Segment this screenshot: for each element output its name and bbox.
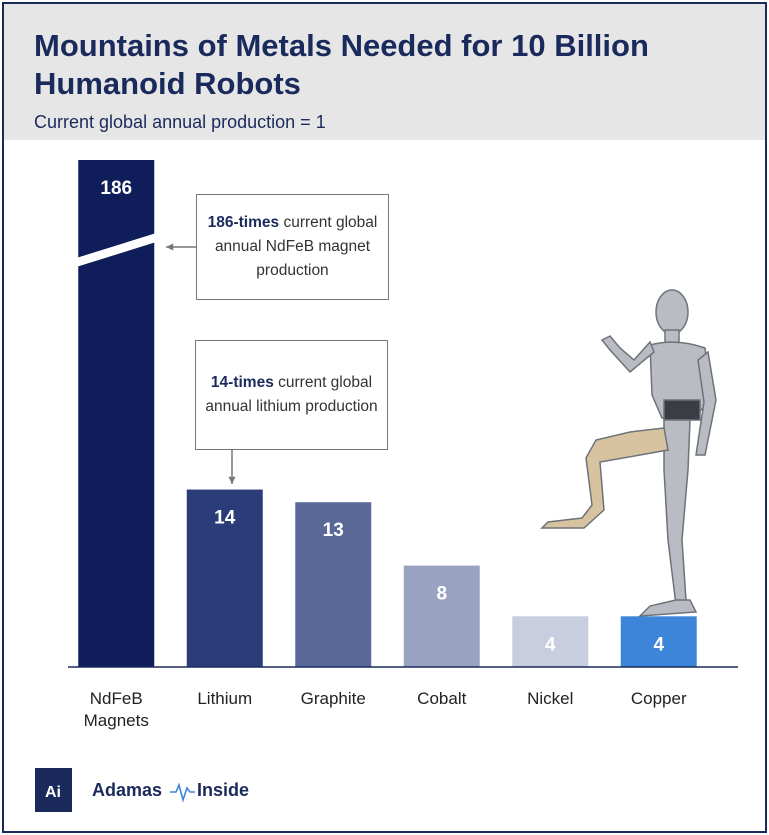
- overlay: 186 14 13 8 4 4: [68, 178, 738, 668]
- x-tick-label: NdFeB Magnets: [83, 689, 149, 730]
- logo-mark: [35, 768, 72, 812]
- arrow-head: [166, 243, 174, 251]
- annotation: 14-times current global annual lithium p…: [195, 340, 388, 450]
- value-label: 8: [436, 584, 447, 605]
- annotation-text: 14-times current global annual lithium p…: [204, 371, 379, 419]
- bar: [295, 502, 372, 667]
- value-label: 13: [323, 520, 344, 541]
- annotation-rest: current global annual lithium production: [205, 374, 378, 415]
- chart-title: Humanoid Robots: [34, 66, 301, 101]
- axis-break: [76, 233, 157, 267]
- bar: [620, 616, 697, 667]
- x-tick-label: Copper: [630, 689, 687, 708]
- value-label: 186: [100, 178, 132, 199]
- header-band: [4, 4, 765, 140]
- value-label: 4: [545, 634, 556, 655]
- x-tick-label: Nickel: [527, 689, 574, 708]
- annotation-text: 186-times current global annual NdFeB ma…: [205, 211, 380, 283]
- logo-mark-text: Ai: [45, 784, 61, 801]
- chart-title: Mountains of Metals Needed for 10 Billio…: [34, 28, 649, 63]
- annotation-rest: current global annual NdFeB magnet produ…: [214, 214, 378, 279]
- annotation-bold: 186-times: [207, 214, 280, 231]
- arrow-head: [228, 476, 236, 484]
- bar: [512, 616, 589, 667]
- annotation: 186-times current global annual NdFeB ma…: [196, 194, 389, 300]
- chart-subtitle: Current global annual production = 1: [34, 112, 326, 132]
- x-tick-label: Lithium: [197, 689, 253, 708]
- bar: [186, 489, 263, 667]
- bar: [403, 565, 480, 667]
- value-label: 14: [214, 508, 236, 529]
- robot-illustration: [540, 289, 717, 617]
- brand-name: Adamas: [92, 780, 162, 800]
- brand-name: Inside: [197, 780, 249, 800]
- annotation-bold: 14-times: [210, 374, 274, 391]
- x-tick-label: Cobalt: [417, 689, 467, 708]
- bars: [78, 160, 697, 667]
- brand-pulse: [170, 782, 195, 803]
- value-label: 4: [653, 634, 664, 655]
- x-tick-label: Graphite: [300, 689, 366, 708]
